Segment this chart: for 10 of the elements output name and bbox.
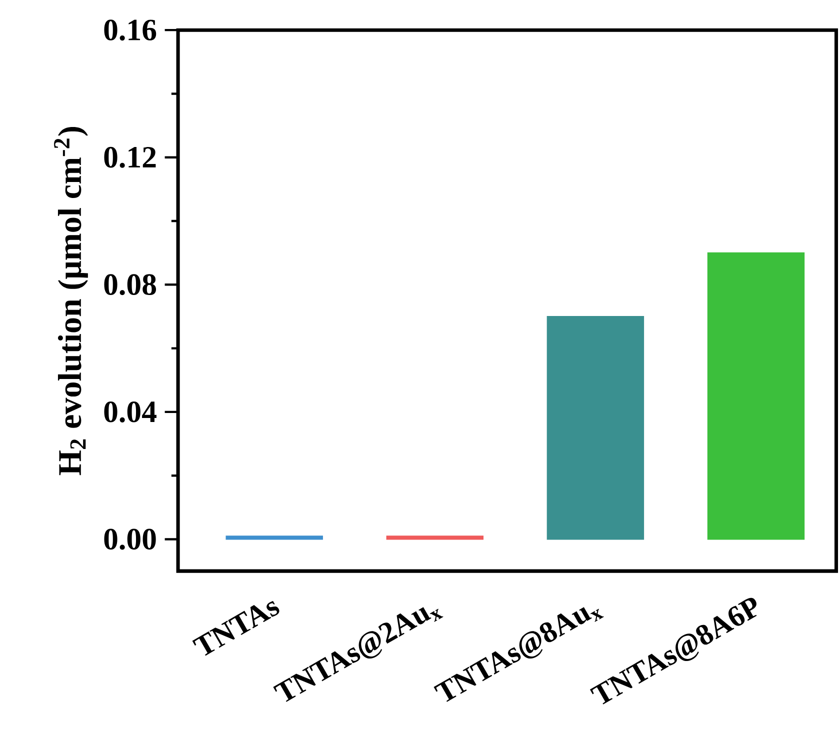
bar (226, 535, 323, 540)
bar (707, 252, 805, 540)
y-tick-label: 0.00 (104, 528, 156, 550)
y-tick-label: 0.08 (104, 274, 156, 295)
y-axis-title: H$_{2}$ evolution (μmol cm$^{-2}$) (54, 126, 88, 475)
y-tick-label: 0.12 (104, 146, 156, 168)
bar (546, 316, 644, 540)
bar (386, 535, 484, 540)
y-tick-label: 0.04 (104, 401, 156, 422)
y-tick-label: 0.16 (104, 19, 156, 40)
